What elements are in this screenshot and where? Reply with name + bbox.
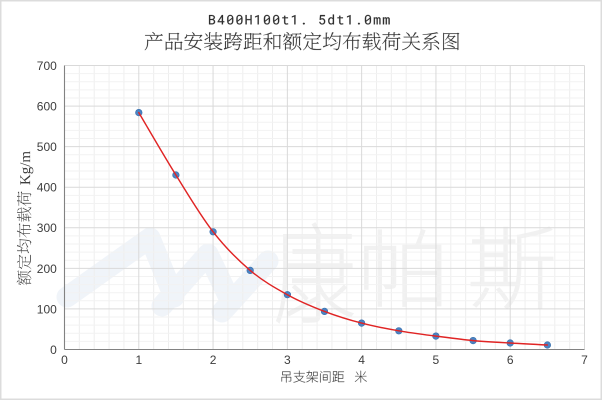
svg-text:7: 7 — [581, 353, 588, 367]
svg-text:5: 5 — [433, 353, 440, 367]
svg-text:100: 100 — [37, 302, 57, 316]
svg-text:2: 2 — [210, 353, 217, 367]
svg-text:4: 4 — [358, 353, 365, 367]
svg-text:600: 600 — [37, 100, 57, 114]
svg-text:6: 6 — [507, 353, 514, 367]
svg-text:300: 300 — [37, 221, 57, 235]
svg-text:400: 400 — [37, 181, 57, 195]
svg-text:0: 0 — [61, 353, 68, 367]
svg-text:3: 3 — [284, 353, 291, 367]
svg-text:200: 200 — [37, 262, 57, 276]
svg-text:700: 700 — [37, 59, 57, 73]
svg-text:500: 500 — [37, 140, 57, 154]
svg-text:1: 1 — [135, 353, 142, 367]
svg-text:0: 0 — [50, 343, 57, 357]
